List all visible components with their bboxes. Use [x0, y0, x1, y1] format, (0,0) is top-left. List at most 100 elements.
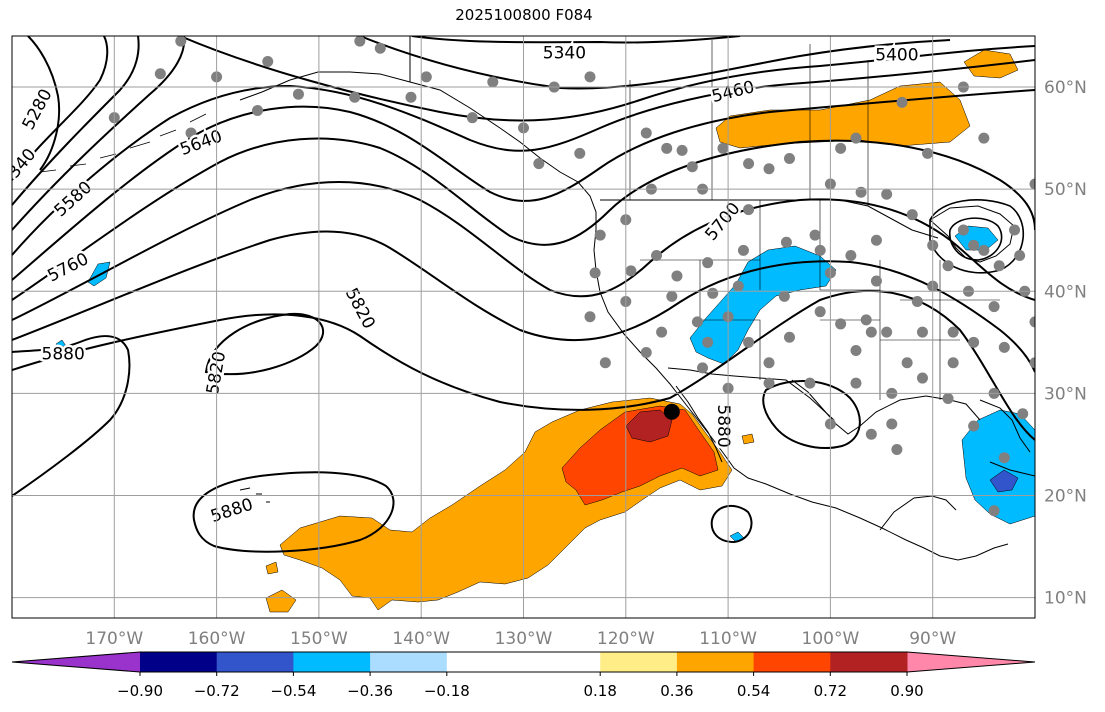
station-dot [916, 326, 928, 338]
station-dot [988, 505, 1000, 517]
province-lines [629, 40, 1000, 400]
station-dot [763, 377, 775, 389]
contour-5880-closed [192, 471, 395, 553]
station-dot [947, 357, 959, 369]
lon-tick-label-4: 130°W [495, 629, 553, 649]
station-dot [881, 188, 893, 200]
contour-label-1: 5400 [875, 45, 918, 65]
station-dot [835, 142, 847, 154]
station-dot [574, 147, 586, 159]
darkblue-anomaly-gulf [989, 469, 1019, 493]
station-dot [957, 224, 969, 236]
station-dot [1029, 178, 1035, 190]
dark-red-anomaly-core [625, 409, 673, 443]
station-dot [589, 267, 601, 279]
orange-anomaly-tiny-islet [265, 561, 279, 575]
lon-tick-label-0: 170°W [85, 629, 143, 649]
station-dot [804, 377, 816, 389]
station-dot [850, 344, 862, 356]
station-dot [998, 452, 1010, 464]
station-dot [625, 265, 637, 277]
orange-anomaly-small-islet [265, 589, 297, 613]
orange-anomaly-small-dot [741, 433, 755, 445]
station-dot [850, 377, 862, 389]
station-dot [702, 257, 714, 269]
colorbar-bin-3 [370, 652, 448, 672]
colorbar-extend-high [907, 652, 1035, 672]
station-dot [763, 163, 775, 175]
station-dot [911, 295, 923, 307]
station-dot [671, 270, 683, 282]
station-dot [1029, 316, 1035, 328]
colorbar-tick-label-3: −0.36 [347, 682, 393, 700]
station-dot [968, 239, 980, 251]
lat-tick-label-2: 40°N [1044, 282, 1087, 302]
station-dot [374, 42, 386, 54]
colorbar-tick-label-2: −0.54 [270, 682, 316, 700]
colorbar-bin-5 [523, 652, 601, 672]
lat-tick-label-3: 30°N [1044, 384, 1087, 404]
station-dot [968, 420, 980, 432]
station-dot [594, 229, 606, 241]
station-dot [968, 336, 980, 348]
contour-5880-west [12, 335, 131, 497]
station-dot [922, 147, 934, 159]
us-mexico-border [667, 367, 835, 421]
contour-5400 [12, 36, 951, 206]
station-dot [743, 158, 755, 170]
lon-tick-label-1: 160°W [188, 629, 246, 649]
station-dot [584, 71, 596, 83]
gridlines [12, 36, 1035, 618]
station-dot [886, 418, 898, 430]
highlight-point [663, 403, 680, 420]
colorbar-bin-4 [446, 652, 524, 672]
gulf-of-california-coast [675, 385, 723, 463]
station-dot [870, 275, 882, 287]
station-dot [650, 250, 662, 262]
station-dot [814, 306, 826, 318]
lon-tick-label-3: 140°W [392, 629, 450, 649]
colorbar-bin-1 [216, 652, 294, 672]
station-dot [1009, 224, 1021, 236]
station-dot [896, 96, 908, 108]
station-dot [845, 250, 857, 262]
station-dot [916, 372, 928, 384]
great-lakes-outline [929, 205, 1015, 263]
station-dot [420, 71, 432, 83]
lat-tick-label-5: 10°N [1044, 589, 1087, 609]
station-dot [702, 336, 714, 348]
cuba-coast [989, 461, 1035, 477]
colorbar-bin-8 [753, 652, 831, 672]
colorbar-tick-label-7: 0.54 [737, 682, 770, 700]
longitude-tick-labels: 170°W 160°W 150°W 140°W 130°W 120°W 110°W 100°W… [85, 629, 956, 649]
contour-5280 [27, 36, 61, 171]
contour-label-8: 5880 [42, 345, 85, 365]
contour-5880-mexico [762, 380, 861, 449]
station-dot [814, 244, 826, 256]
station-dot [697, 362, 709, 374]
colorbar-tick-label-1: −0.72 [194, 682, 240, 700]
yucatan-coast [879, 495, 957, 531]
station-dot [978, 132, 990, 144]
colorbar-bin-2 [293, 652, 371, 672]
station-dot [1034, 437, 1035, 442]
station-dot [947, 326, 959, 338]
station-dot [707, 287, 719, 299]
map-frame [11, 35, 1036, 619]
station-dot [855, 186, 867, 198]
station-dot [881, 326, 893, 338]
station-dot [640, 347, 652, 359]
station-dot [901, 357, 913, 369]
colorbar-bin-7 [676, 652, 755, 672]
contour-5580 [12, 89, 1035, 281]
station-dot [763, 357, 775, 369]
north-america-coastline [239, 71, 1009, 561]
station-dot [860, 314, 872, 326]
colorbar-tick-label-0: −0.90 [117, 682, 163, 700]
colorbar-tick-label-9: 0.90 [890, 682, 923, 700]
station-dot [661, 142, 673, 154]
station-dot [252, 105, 264, 117]
station-dot [599, 357, 611, 369]
contour-5520 [12, 59, 1035, 256]
lon-tick-label-5: 120°W [597, 629, 655, 649]
